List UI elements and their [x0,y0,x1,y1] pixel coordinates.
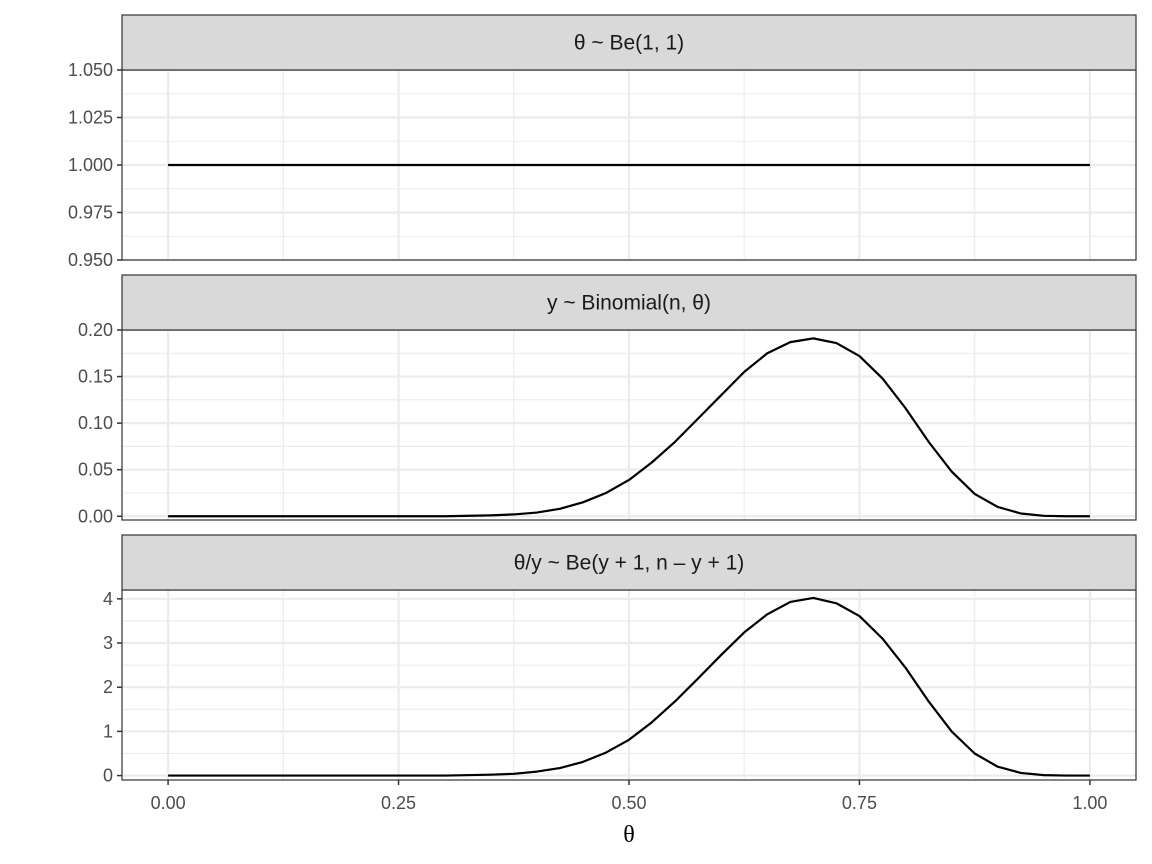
facet-panels: 0.950 0.975 1.000 1.025 1.050 θ ~ Be(1, 1) 0.0… [68,14,1137,786]
y-tick-label: 4 [103,589,113,609]
x-axis-title: θ [623,822,635,848]
density-line [168,337,1090,518]
y-tick-label: 1.025 [68,108,113,128]
y-tick-label: 0 [103,766,113,786]
facet-panel: 0.950 0.975 1.000 1.025 1.050 θ ~ Be(1, 1) [68,14,1137,270]
facet-panel: 0 1 2 3 4 θ/y ~ Be(y + 1, n – y + 1) [103,534,1137,786]
facet-strip-title: y ~ Binomial(n, θ) [547,292,711,315]
density-line [168,596,1090,777]
y-tick-label: 0.00 [78,506,113,526]
y-tick-label: 0.950 [68,250,113,270]
y-tick-label: 0.15 [78,367,113,387]
x-tick-label: 0.50 [611,793,646,813]
y-tick-label: 0.975 [68,203,113,223]
y-tick-label: 1.050 [68,60,113,80]
facet-strip [121,274,1137,331]
y-tick-label: 1 [103,721,113,741]
facet-strip-title: θ ~ Be(1, 1) [574,32,684,55]
facet-strip-title: θ/y ~ Be(y + 1, n – y + 1) [514,552,745,575]
facet-panel: 0.00 0.05 0.10 0.15 0.20 y ~ Binomial(n, θ) [78,274,1137,526]
y-tick-label: 3 [103,633,113,653]
y-tick-label: 0.20 [78,320,113,340]
y-tick-label: 2 [103,677,113,697]
x-axis: 0.00 0.25 0.50 0.75 1.00 [151,780,1107,813]
facet-strip [121,534,1137,591]
y-tick-label: 0.10 [78,413,113,433]
y-tick-label: 1.000 [68,155,113,175]
y-tick-label: 0.05 [78,460,113,480]
x-tick-label: 0.75 [842,793,877,813]
x-tick-label: 0.25 [381,793,416,813]
facet-strip [121,14,1137,71]
x-tick-label: 1.00 [1072,793,1107,813]
x-tick-label: 0.00 [151,793,186,813]
